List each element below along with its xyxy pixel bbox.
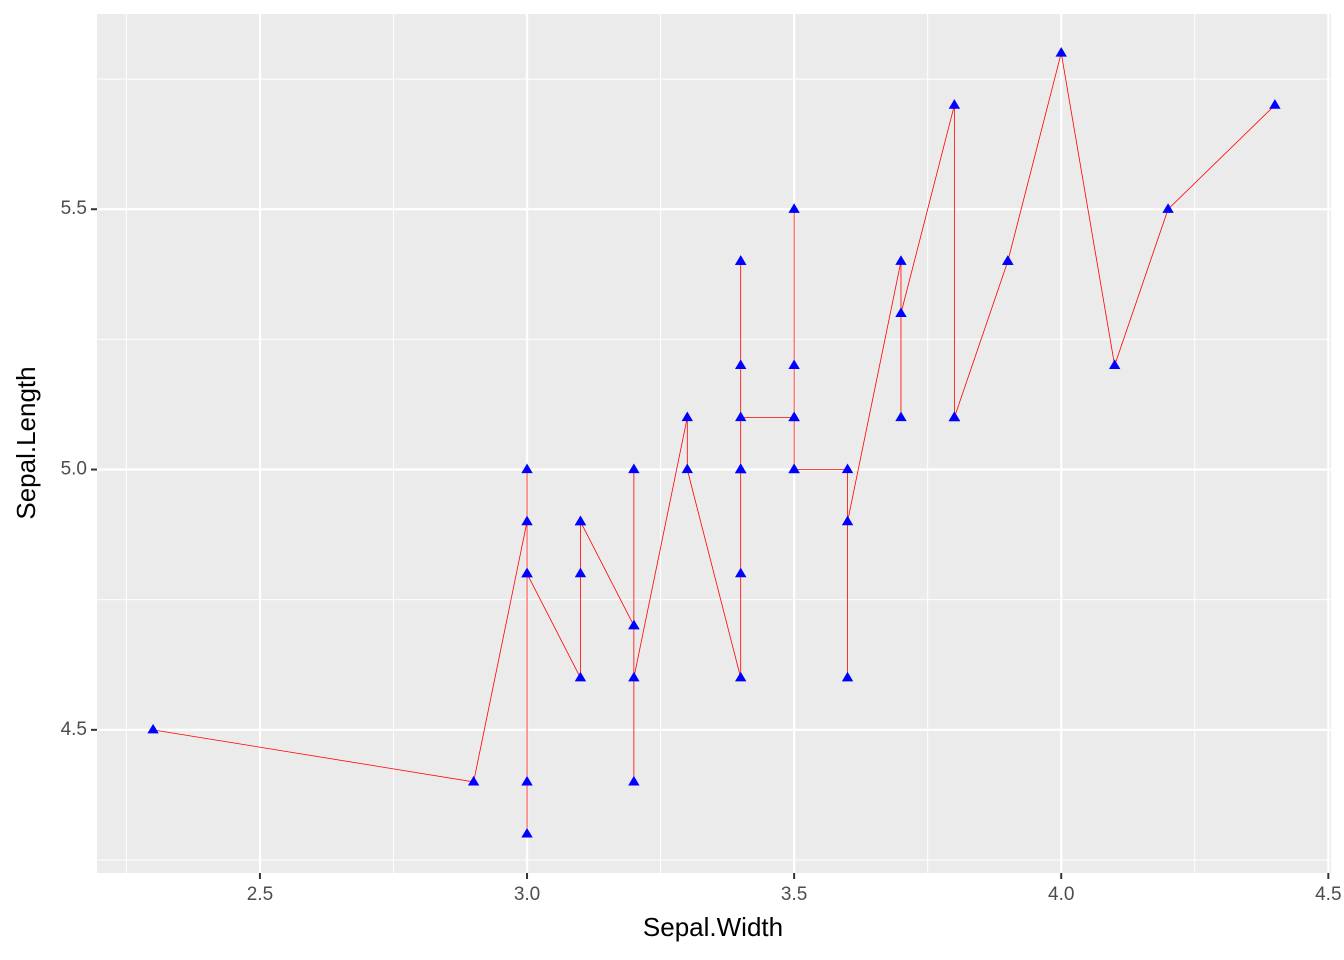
point (1002, 255, 1014, 265)
point (628, 463, 640, 474)
point (788, 411, 800, 422)
point (628, 619, 640, 630)
point (574, 671, 587, 682)
point (841, 515, 854, 526)
x-axis-label: Sepal.Width (643, 912, 783, 942)
y-tick-label: 5.5 (61, 198, 87, 219)
point (841, 463, 854, 474)
point (948, 411, 961, 422)
point (841, 671, 854, 682)
point (895, 255, 907, 265)
point (574, 515, 587, 526)
point (681, 463, 693, 474)
panel (97, 14, 1331, 873)
point (681, 411, 693, 422)
point (735, 671, 747, 682)
point (467, 775, 480, 786)
y-tick-label: 4.5 (61, 719, 87, 740)
x-tick-label: 3.5 (781, 884, 807, 905)
point (895, 307, 907, 317)
point (628, 671, 640, 682)
point (948, 99, 961, 109)
point (1108, 359, 1121, 370)
point (1269, 99, 1281, 109)
point (147, 723, 159, 734)
x-tick-label: 4.0 (1048, 884, 1074, 905)
point (521, 567, 533, 578)
x-tick-label: 3.0 (514, 884, 540, 905)
point (521, 515, 533, 526)
point (735, 255, 747, 265)
point (735, 463, 747, 474)
point (521, 827, 533, 838)
point (1162, 203, 1174, 213)
point (895, 411, 907, 422)
y-tick-label: 5.0 (61, 459, 87, 480)
point (521, 775, 533, 786)
point (788, 463, 800, 474)
point (574, 567, 587, 578)
point (1055, 47, 1067, 57)
point (521, 463, 533, 474)
x-tick-label: 4.5 (1315, 884, 1341, 905)
point (788, 359, 800, 370)
point (735, 567, 747, 578)
point (735, 411, 747, 422)
y-axis-label: Sepal.Length (11, 366, 41, 519)
point (788, 203, 800, 213)
x-tick-label: 2.5 (247, 884, 273, 905)
point (735, 359, 747, 370)
point (628, 775, 640, 786)
